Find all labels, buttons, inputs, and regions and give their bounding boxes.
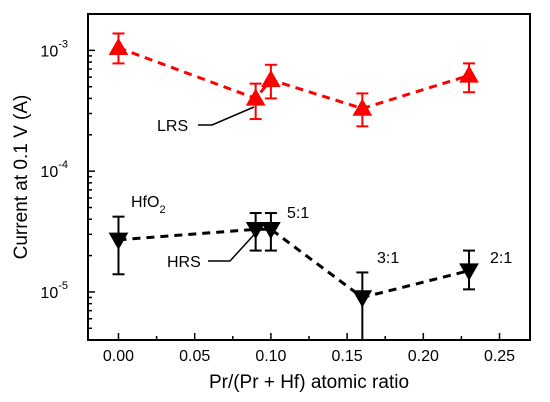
x-tick-label: 0.00 [103, 348, 134, 365]
series-line [118, 227, 470, 300]
y-tick-label-exponent: -5 [58, 280, 68, 292]
data-point-triangle-up [245, 88, 266, 106]
x-tick-label: 0.10 [255, 348, 286, 365]
data-point-triangle-up [459, 65, 479, 83]
hrs-label: HRS [167, 254, 201, 271]
x-tick-label: 0.25 [484, 348, 515, 365]
y-tick-label-base: 10 [40, 285, 58, 302]
x-axis-title: Pr/(Pr + Hf) atomic ratio [209, 372, 409, 393]
data-point-triangle-down [108, 232, 129, 250]
ratio-5-1-label: 5:1 [287, 205, 309, 222]
y-tick-label-exponent: -3 [58, 38, 68, 50]
series-lrs [108, 32, 479, 128]
x-tick-label: 0.05 [179, 348, 210, 365]
x-tick-label: 0.15 [332, 348, 363, 365]
series-line [117, 46, 470, 111]
y-axis-ticks: 10-510-410-3 [40, 38, 95, 330]
hfo2-base: HfO [131, 194, 159, 211]
annotations: LRS HRS HfO2 5:1 3:1 2:1 [131, 106, 512, 271]
y-tick-label-base: 10 [40, 164, 58, 181]
series-hrs [108, 212, 479, 341]
data-point-triangle-down [245, 222, 266, 240]
data-point-triangle-up [352, 98, 373, 116]
hfo2-subscript: 2 [159, 204, 165, 216]
data-point-triangle-down [261, 222, 281, 240]
lrs-leader-line [198, 106, 255, 126]
data-point-triangle-down [352, 290, 373, 308]
hfo2-label: HfO2 [131, 194, 166, 216]
x-tick-label: 0.20 [408, 348, 439, 365]
ratio-3-1-label: 3:1 [377, 250, 399, 267]
lrs-label: LRS [157, 118, 188, 135]
ratio-2-1-label: 2:1 [490, 250, 512, 267]
y-tick-label: 10-3 [40, 38, 68, 60]
y-tick-label: 10-5 [40, 280, 68, 302]
y-tick-label-base: 10 [40, 43, 58, 60]
x-axis-ticks: 0.00 0.05 0.10 0.15 0.20 0.25 [103, 333, 515, 365]
y-axis-title: Current at 0.1 V (A) [11, 95, 32, 260]
data-point-triangle-up [261, 69, 281, 88]
data-point-triangle-up [108, 37, 129, 56]
y-tick-label: 10-4 [40, 159, 68, 181]
hrs-leader-line [208, 225, 263, 262]
series-layer [108, 32, 479, 341]
y-tick-label-exponent: -4 [58, 159, 68, 171]
data-point-triangle-down [459, 263, 479, 281]
